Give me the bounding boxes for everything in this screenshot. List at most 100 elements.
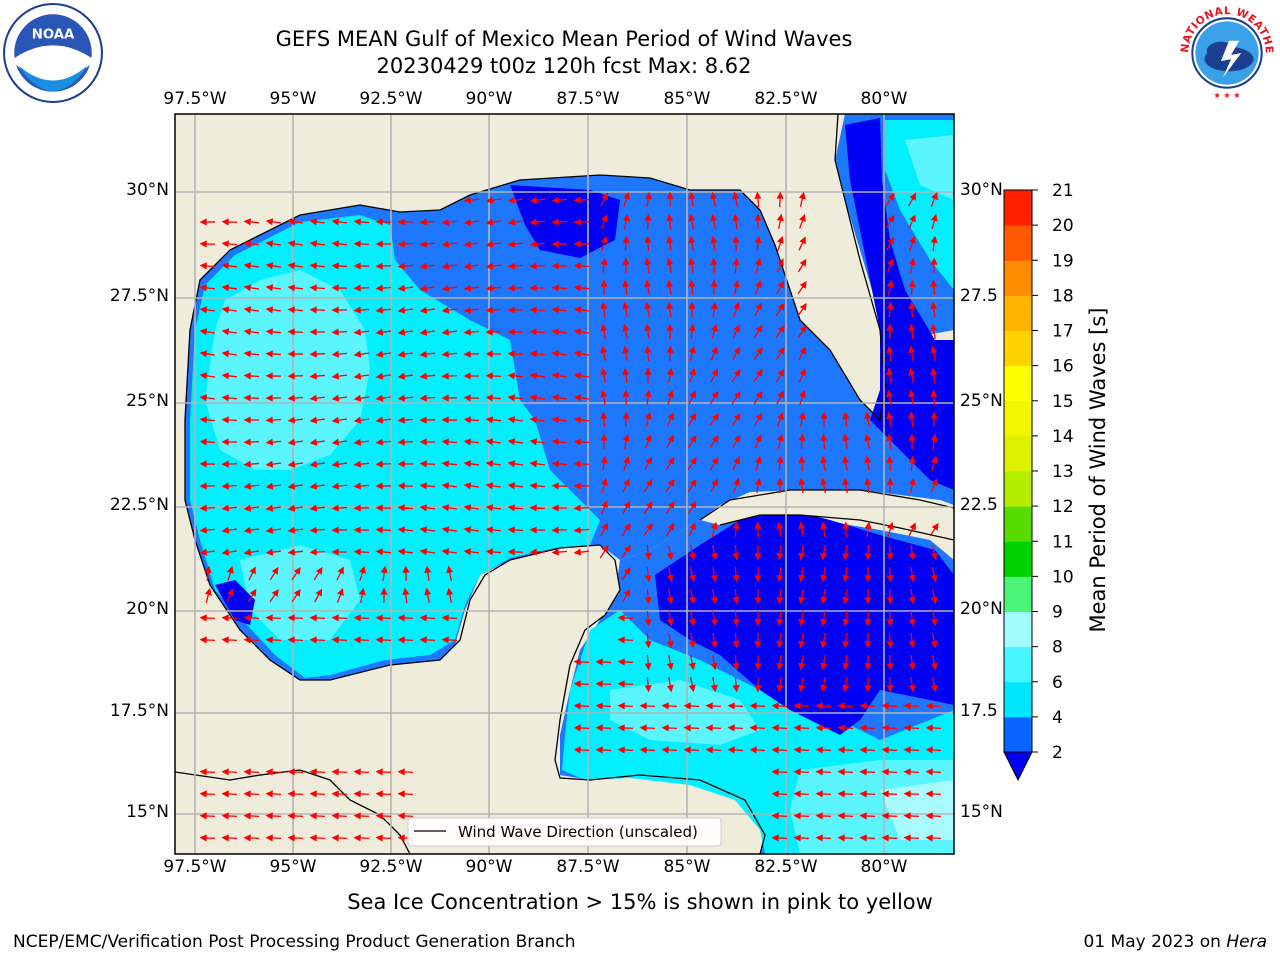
direction-arrow bbox=[622, 345, 630, 362]
direction-arrow bbox=[291, 588, 301, 603]
direction-arrow bbox=[441, 328, 458, 336]
direction-arrow bbox=[798, 455, 806, 472]
direction-arrow bbox=[886, 411, 894, 428]
direction-arrow bbox=[837, 746, 854, 754]
direction-arrow bbox=[507, 328, 524, 336]
direction-arrow bbox=[441, 504, 458, 512]
direction-arrow bbox=[622, 367, 630, 384]
direction-arrow bbox=[600, 192, 608, 207]
direction-arrow bbox=[265, 482, 282, 490]
direction-arrow bbox=[600, 500, 608, 515]
direction-arrow bbox=[573, 504, 590, 512]
direction-arrow bbox=[621, 566, 631, 581]
direction-arrow bbox=[617, 614, 634, 622]
direction-arrow bbox=[617, 746, 634, 754]
direction-arrow bbox=[309, 636, 326, 644]
lat-label-left: 27.5°N bbox=[109, 286, 169, 306]
direction-arrow bbox=[446, 587, 454, 604]
direction-arrow bbox=[688, 567, 696, 583]
direction-arrow bbox=[864, 411, 872, 427]
direction-arrow bbox=[617, 702, 634, 710]
direction-arrow bbox=[287, 262, 304, 270]
direction-arrow bbox=[600, 411, 608, 428]
direction-arrow bbox=[331, 790, 348, 798]
direction-arrow bbox=[710, 346, 718, 361]
direction-arrow bbox=[265, 790, 282, 798]
direction-arrow bbox=[820, 433, 828, 450]
lon-label-top: 80°W bbox=[860, 89, 908, 109]
direction-arrow bbox=[199, 284, 216, 292]
direction-arrow bbox=[463, 460, 480, 468]
direction-arrow bbox=[507, 504, 524, 512]
direction-arrow bbox=[665, 479, 675, 493]
lon-label-top: 82.5°W bbox=[754, 89, 818, 109]
direction-arrow bbox=[820, 455, 828, 472]
direction-arrow bbox=[859, 768, 876, 776]
direction-arrow bbox=[265, 614, 282, 622]
direction-arrow bbox=[820, 633, 828, 649]
direction-arrow bbox=[842, 632, 850, 649]
direction-arrow bbox=[666, 588, 674, 605]
direction-arrow bbox=[887, 521, 894, 537]
direction-arrow bbox=[886, 323, 894, 340]
direction-arrow bbox=[689, 368, 696, 383]
direction-arrow bbox=[667, 389, 674, 405]
direction-arrow bbox=[397, 614, 414, 622]
direction-arrow bbox=[507, 548, 524, 556]
direction-arrow bbox=[925, 702, 942, 710]
direction-arrow bbox=[908, 411, 916, 428]
direction-arrow bbox=[199, 218, 216, 226]
direction-arrow bbox=[776, 676, 784, 693]
direction-arrow bbox=[199, 438, 216, 446]
direction-arrow bbox=[710, 368, 718, 383]
direction-arrow bbox=[551, 394, 568, 402]
direction-arrow bbox=[666, 610, 674, 627]
direction-arrow bbox=[331, 548, 347, 556]
direction-arrow bbox=[771, 790, 788, 798]
direction-arrow bbox=[820, 567, 828, 583]
direction-arrow bbox=[688, 191, 696, 208]
direction-arrow bbox=[688, 301, 696, 318]
direction-arrow bbox=[710, 235, 718, 252]
direction-arrow bbox=[441, 394, 458, 402]
colorbar-tick-label: 19 bbox=[1052, 251, 1074, 271]
direction-arrow bbox=[375, 438, 392, 446]
direction-arrow bbox=[309, 240, 326, 248]
host-name: Hera bbox=[1226, 932, 1267, 952]
direction-arrow bbox=[820, 655, 828, 671]
direction-arrow bbox=[287, 482, 304, 490]
direction-arrow bbox=[287, 394, 304, 402]
direction-arrow bbox=[820, 611, 828, 627]
direction-arrow bbox=[643, 478, 653, 493]
direction-arrow bbox=[287, 790, 304, 798]
chart-title: GEFS MEAN Gulf of Mexico Mean Period of … bbox=[275, 27, 853, 51]
coastline bbox=[175, 114, 954, 854]
direction-arrow bbox=[908, 345, 916, 362]
direction-arrow bbox=[309, 306, 326, 314]
direction-arrow bbox=[754, 610, 762, 627]
direction-arrow bbox=[353, 218, 370, 226]
direction-arrow bbox=[243, 812, 260, 820]
direction-arrow bbox=[688, 589, 696, 605]
direction-arrow bbox=[749, 702, 766, 710]
direction-arrow bbox=[886, 367, 894, 384]
direction-arrow bbox=[243, 306, 260, 314]
direction-arrow bbox=[688, 545, 696, 561]
direction-arrow bbox=[419, 262, 436, 270]
direction-arrow bbox=[600, 279, 608, 296]
direction-arrow bbox=[419, 416, 436, 424]
direction-arrow bbox=[221, 350, 238, 358]
direction-arrow bbox=[798, 677, 806, 693]
direction-arrow bbox=[864, 632, 872, 649]
direction-arrow bbox=[731, 368, 741, 383]
direction-arrow bbox=[688, 611, 696, 627]
direction-arrow bbox=[199, 482, 216, 490]
direction-arrow bbox=[485, 526, 502, 534]
direction-arrow bbox=[908, 676, 916, 693]
colorbar-segment bbox=[1004, 506, 1032, 542]
direction-arrow bbox=[243, 636, 260, 644]
lat-label-left: 17.5°N bbox=[109, 701, 169, 721]
direction-arrow bbox=[287, 328, 304, 336]
direction-arrow bbox=[815, 724, 832, 732]
direction-arrow bbox=[375, 328, 392, 336]
